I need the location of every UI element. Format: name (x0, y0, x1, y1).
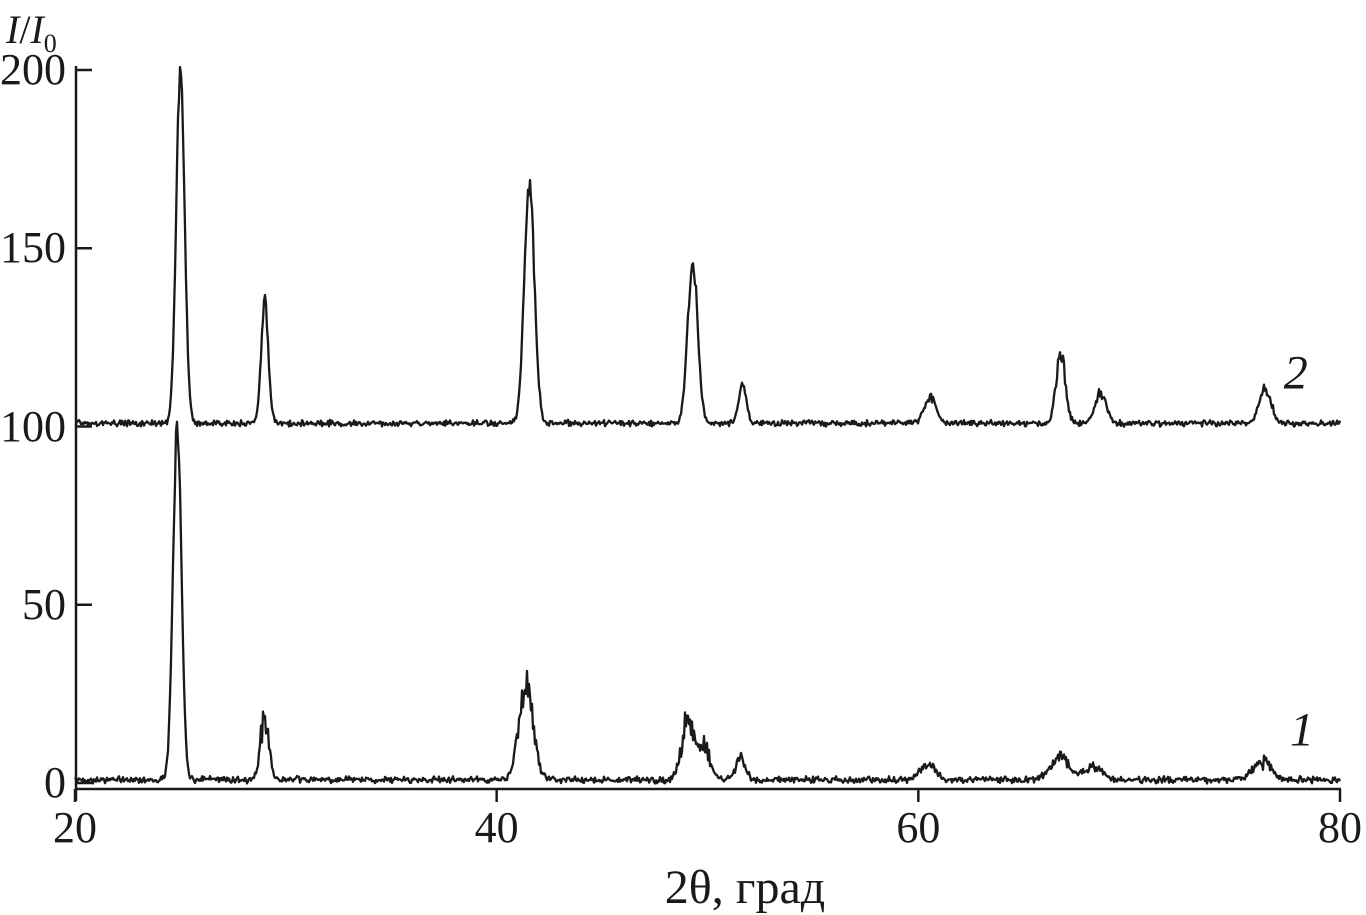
curve-1-label: 1 (1290, 703, 1315, 757)
y-tick-label: 50 (22, 579, 66, 629)
x-tick-label: 80 (1318, 803, 1362, 852)
curve-1-trace (73, 420, 1342, 785)
x-axis-label: 2θ, град (664, 861, 826, 914)
y-tick-label: 150 (0, 223, 66, 273)
curve-2-trace (74, 65, 1342, 428)
y-tick-label: 200 (0, 45, 66, 94)
y-tick-label: 0 (44, 758, 66, 807)
y-tick-label: 100 (0, 401, 66, 451)
y-axis-label: I/I0 (6, 7, 57, 58)
x-tick-label: 60 (896, 803, 941, 852)
x-tick-label: 20 (53, 803, 97, 852)
x-tick-label: 40 (474, 803, 519, 852)
curve-2-label: 2 (1283, 346, 1308, 400)
